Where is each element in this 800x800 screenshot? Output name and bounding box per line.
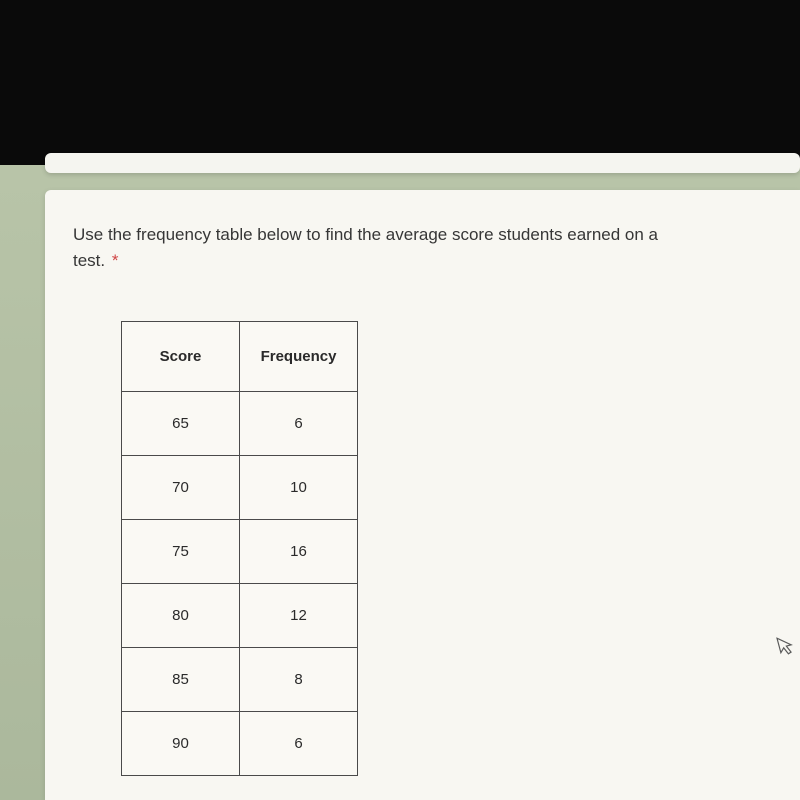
- question-line-1: Use the frequency table below to find th…: [73, 225, 658, 244]
- content-background: Use the frequency table below to find th…: [0, 165, 800, 800]
- table-row: 70 10: [122, 456, 358, 520]
- cell-frequency: 8: [240, 648, 358, 712]
- table-row: 85 8: [122, 648, 358, 712]
- table-row: 90 6: [122, 712, 358, 776]
- frequency-table-wrapper: Score Frequency 65 6 70 10 75 16: [121, 321, 772, 776]
- frequency-table: Score Frequency 65 6 70 10 75 16: [121, 321, 358, 776]
- cell-score: 75: [122, 520, 240, 584]
- cell-score: 90: [122, 712, 240, 776]
- cell-score: 70: [122, 456, 240, 520]
- required-marker: *: [112, 251, 119, 270]
- header-frequency: Frequency: [240, 322, 358, 392]
- table-row: 75 16: [122, 520, 358, 584]
- cell-frequency: 6: [240, 712, 358, 776]
- question-line-2: test.: [73, 251, 105, 270]
- top-black-bar: [0, 0, 800, 165]
- previous-card-edge: [45, 153, 800, 173]
- cell-score: 85: [122, 648, 240, 712]
- header-score: Score: [122, 322, 240, 392]
- cell-score: 65: [122, 392, 240, 456]
- cell-frequency: 10: [240, 456, 358, 520]
- cell-frequency: 6: [240, 392, 358, 456]
- question-text: Use the frequency table below to find th…: [73, 222, 772, 273]
- cell-frequency: 12: [240, 584, 358, 648]
- table-row: 80 12: [122, 584, 358, 648]
- table-row: 65 6: [122, 392, 358, 456]
- table-header-row: Score Frequency: [122, 322, 358, 392]
- cell-frequency: 16: [240, 520, 358, 584]
- question-card: Use the frequency table below to find th…: [45, 190, 800, 800]
- cell-score: 80: [122, 584, 240, 648]
